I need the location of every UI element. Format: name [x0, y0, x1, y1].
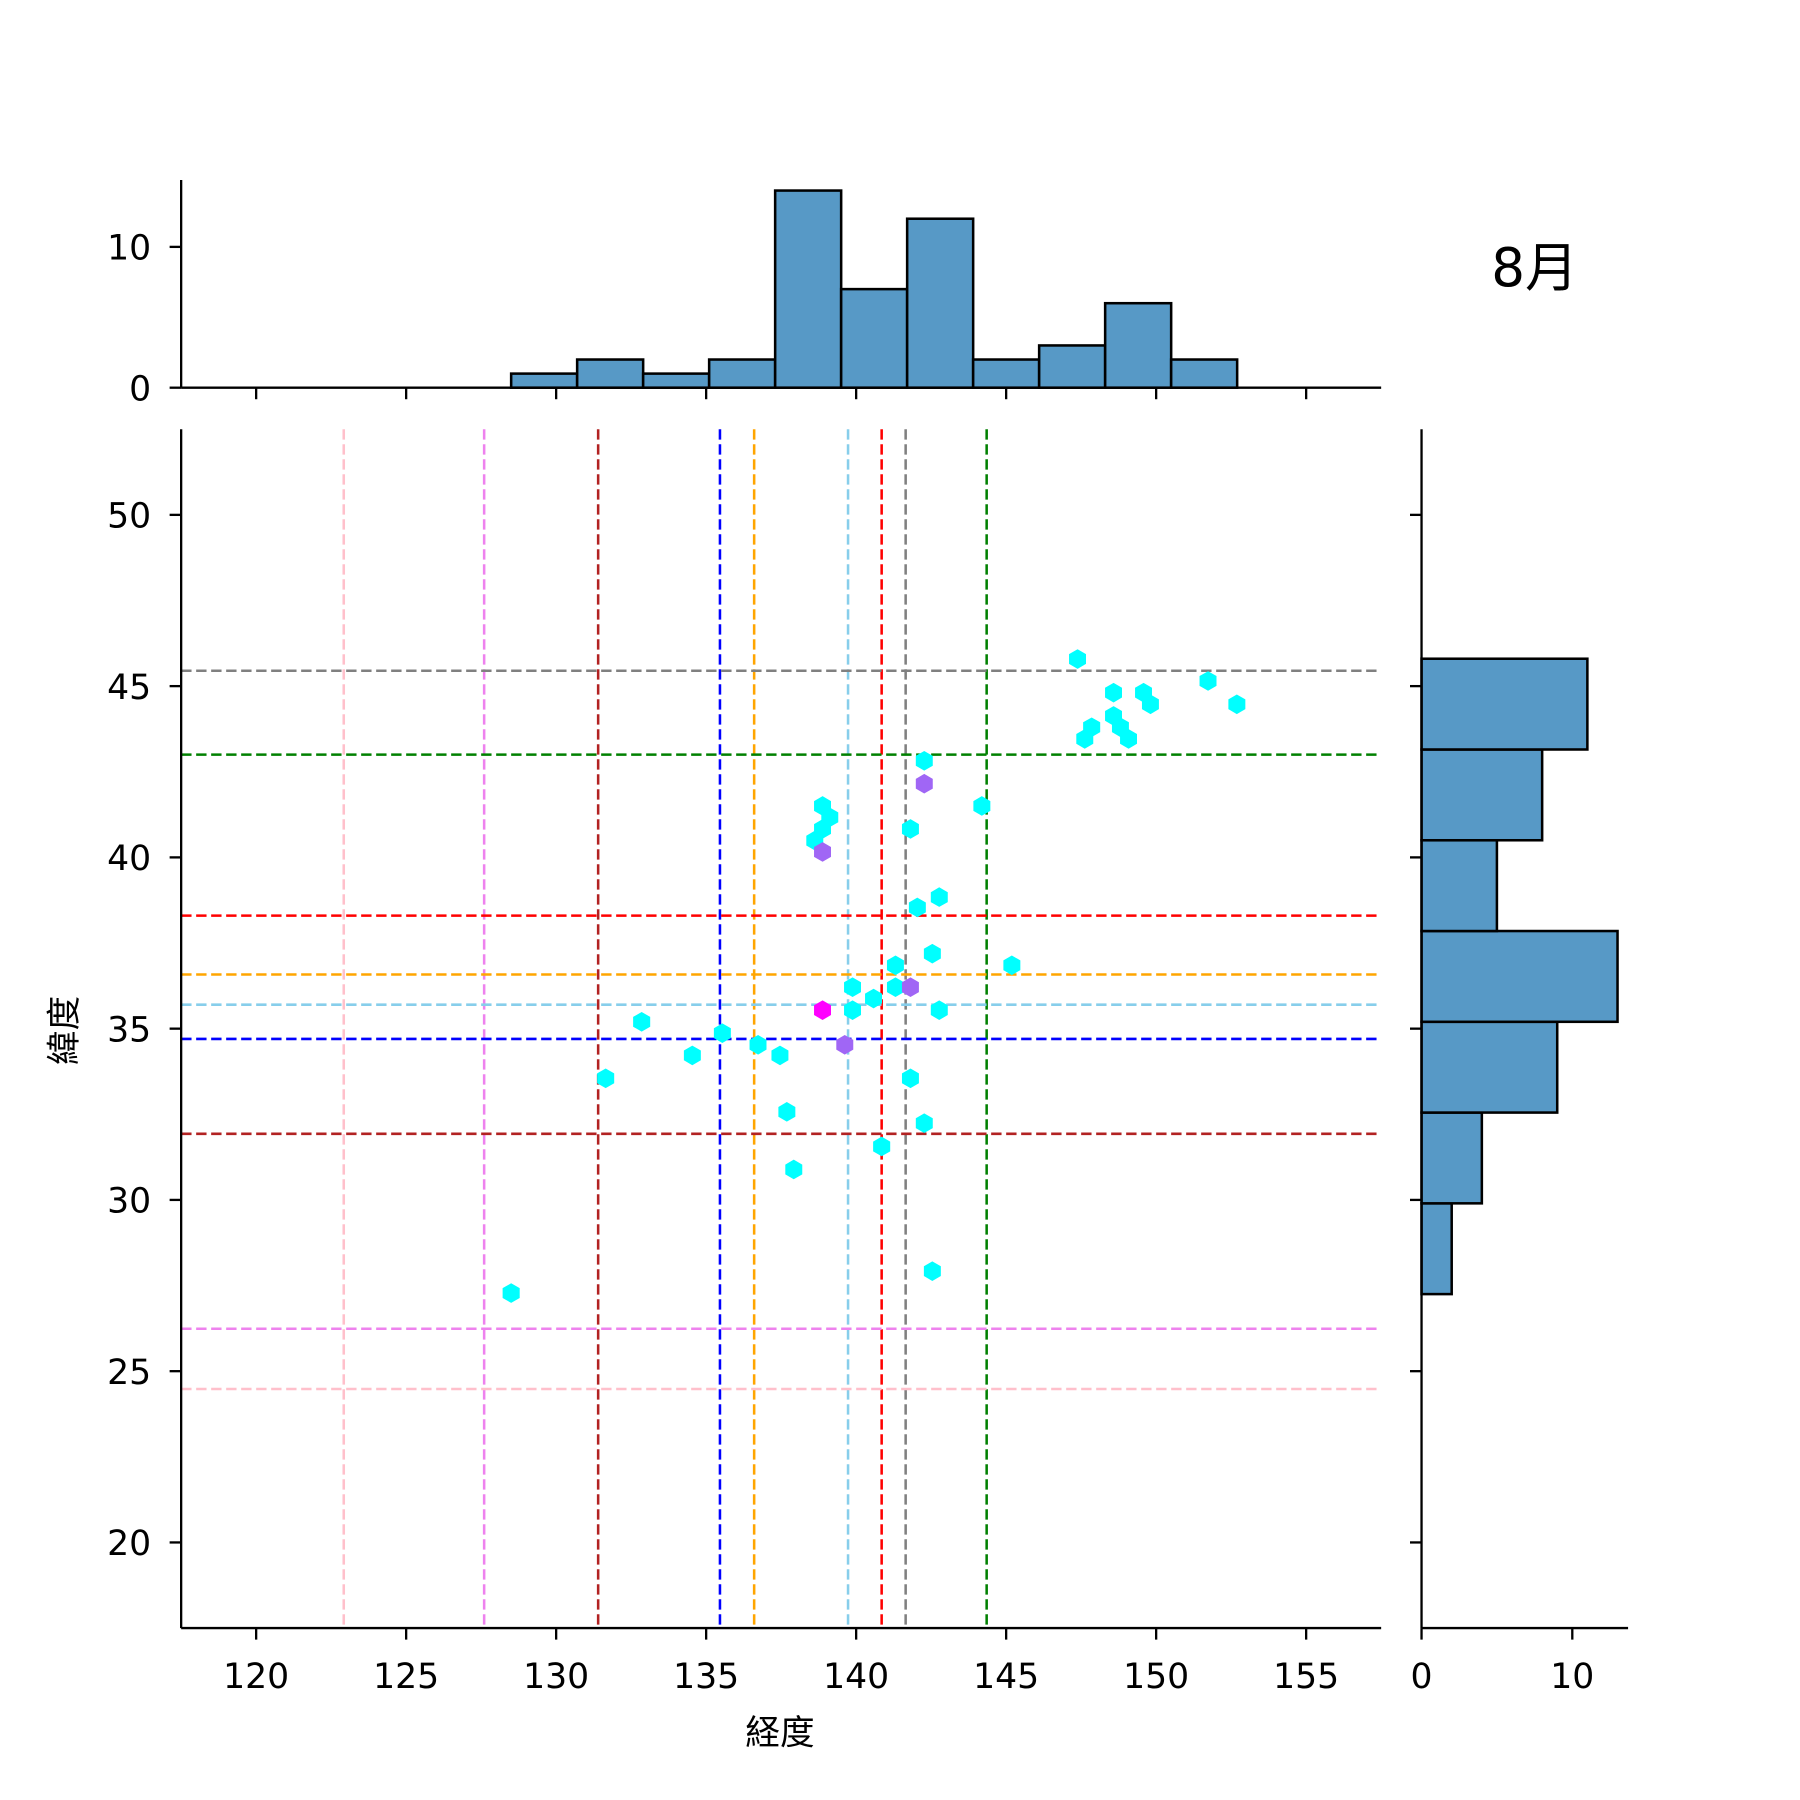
scatter-point	[915, 751, 933, 771]
y-tick-label: 40	[107, 839, 151, 879]
chart-title: 8月	[1491, 237, 1578, 299]
right-hist-x-tick-label: 10	[1550, 1657, 1594, 1697]
x-tick-label: 120	[223, 1657, 289, 1697]
scatter-point	[865, 988, 882, 1009]
x-tick-label: 140	[823, 1657, 889, 1697]
reference-lines	[181, 429, 1382, 1629]
scatter-point	[901, 977, 919, 998]
scatter-point	[713, 1023, 731, 1043]
scatter-point	[1120, 729, 1137, 749]
y-tick-label: 45	[107, 668, 151, 708]
scatter-point	[923, 1261, 941, 1281]
top-histogram-bar	[773, 189, 843, 389]
top-histogram-bar	[971, 358, 1041, 389]
scatter-point	[683, 1045, 701, 1066]
top-hist-y-tick-label: 10	[107, 229, 151, 269]
x-tick-label: 135	[673, 1657, 739, 1697]
scatter-point	[1105, 682, 1122, 703]
right-histogram-bar	[1420, 1111, 1484, 1205]
scatter-point	[814, 1000, 831, 1020]
scatter-point	[930, 1000, 948, 1020]
scatter-point	[915, 773, 933, 794]
right-histogram-bar	[1420, 1202, 1453, 1296]
scatter-point	[844, 977, 861, 998]
scatter-points	[502, 649, 1246, 1303]
scatter-point	[633, 1012, 651, 1032]
top-histogram-bar	[707, 358, 777, 389]
scatter-point	[814, 842, 831, 862]
scatter-point	[886, 977, 904, 998]
top-hist-y-tick-label: 0	[129, 369, 151, 409]
right-histogram-bar	[1420, 748, 1544, 842]
scatter-point	[785, 1159, 803, 1180]
right-hist-x-tick-label: 0	[1411, 1657, 1433, 1697]
scatter-point	[1076, 729, 1094, 749]
scatter-point	[915, 1113, 933, 1133]
x-tick-label: 145	[973, 1657, 1039, 1697]
top-histogram-bar	[641, 372, 711, 389]
right-histogram-bar	[1420, 838, 1499, 933]
scatter-point	[749, 1035, 767, 1055]
x-tick-label: 155	[1273, 1657, 1339, 1697]
scatter-point	[1199, 671, 1217, 691]
top-histogram-bar	[1037, 344, 1107, 389]
top-histogram-bar	[575, 358, 645, 389]
right-histogram-bar	[1420, 1020, 1559, 1114]
scatter-point	[1141, 694, 1159, 715]
scatter-point	[778, 1102, 796, 1122]
scatter-point	[930, 887, 948, 907]
scatter-point	[923, 943, 941, 964]
y-tick-label: 20	[107, 1524, 151, 1564]
right-histogram-bar	[1420, 929, 1619, 1024]
right-histogram-bar	[1420, 657, 1589, 751]
scatter-point	[844, 1000, 861, 1020]
scatter-point	[597, 1068, 615, 1089]
top-histogram-bar	[839, 287, 909, 389]
scatter-point	[1228, 694, 1246, 715]
x-tick-label: 125	[373, 1657, 439, 1697]
top-histogram-bar	[1103, 301, 1173, 389]
scatter-point	[873, 1136, 891, 1157]
scatter-point	[1069, 649, 1086, 669]
marginal-histograms	[509, 189, 1619, 1296]
scatter-point	[973, 796, 991, 816]
scatter-point	[836, 1035, 854, 1055]
axes: 120 125 130 135 140 145 150 155 20 25 30 35 40 45 50 0 1…	[107, 179, 1629, 1697]
y-tick-label: 30	[107, 1182, 151, 1222]
scatter-point	[901, 1068, 919, 1089]
top-histogram-bar	[509, 372, 579, 389]
y-axis-label: 緯度	[45, 996, 85, 1065]
y-tick-label: 35	[107, 1010, 151, 1050]
scatter-point	[886, 955, 904, 976]
y-tick-label: 50	[107, 497, 151, 537]
x-axis-label: 経度	[745, 1714, 814, 1754]
x-tick-label: 130	[523, 1657, 589, 1697]
x-tick-label: 150	[1123, 1657, 1189, 1697]
top-histogram-bar	[905, 217, 975, 389]
scatter-point	[502, 1283, 520, 1303]
scatter-point	[901, 819, 919, 839]
y-tick-label: 25	[107, 1353, 151, 1393]
scatter-point	[908, 897, 926, 918]
scatter-point	[1003, 955, 1021, 976]
scatter-point	[771, 1045, 789, 1066]
top-histogram-bar	[1169, 358, 1239, 389]
